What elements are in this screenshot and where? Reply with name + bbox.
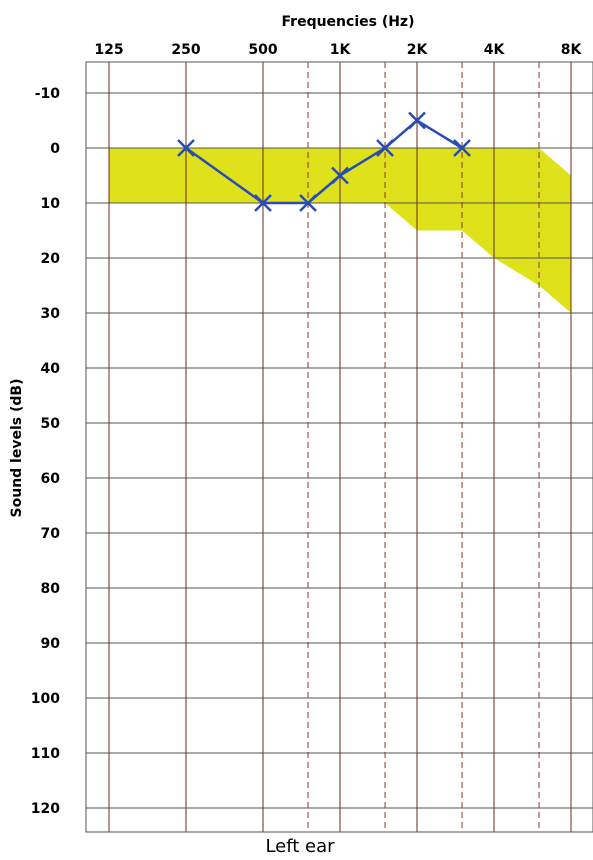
x-marker [453,139,471,157]
y-tick-label: 50 [41,416,61,432]
x-tick-label: 1K [330,42,352,58]
plot-border [85,61,593,833]
x-tick-label: 250 [171,42,200,58]
x-marker [299,194,317,212]
x-tick-label: 500 [248,42,277,58]
y-axis-title: Sound levels (dB) [9,379,25,518]
y-tick-label: 20 [41,251,61,267]
x-tick-label: 2K [407,42,429,58]
vertical-gridlines [108,62,572,832]
y-tick-label: 120 [31,801,60,817]
x-axis-title: Frequencies (Hz) [282,14,415,30]
y-tick-label: 110 [31,746,60,762]
y-tick-label: 40 [41,361,61,377]
y-tick-label: 100 [31,691,60,707]
x-marker [376,139,394,157]
y-tick-label: 60 [41,471,61,487]
x-marker [331,166,349,185]
y-tick-label: 90 [41,636,61,652]
y-tick-label: 80 [41,581,61,597]
y-tick-label: 30 [41,306,61,322]
series-markers [177,111,471,212]
y-tick-label: 70 [41,526,61,542]
x-marker [177,139,195,157]
x-marker [254,194,272,212]
chart-caption: Left ear [265,836,335,857]
x-tick-label: 4K [484,42,506,58]
x-tick-label: 8K [561,42,583,58]
normal-range-band [109,148,571,313]
plot-area [85,61,593,833]
y-tick-label: -10 [35,86,61,102]
y-tick-label: 10 [41,196,61,212]
y-tick-label: 0 [50,141,60,157]
x-tick-label: 125 [94,42,123,58]
y-tick-labels: -10 0 10 20 30 40 50 60 70 80 90 100 110 120 [31,86,60,817]
x-tick-labels: 125 250 500 1K 2K 4K 8K [94,42,582,58]
x-marker [408,111,426,130]
